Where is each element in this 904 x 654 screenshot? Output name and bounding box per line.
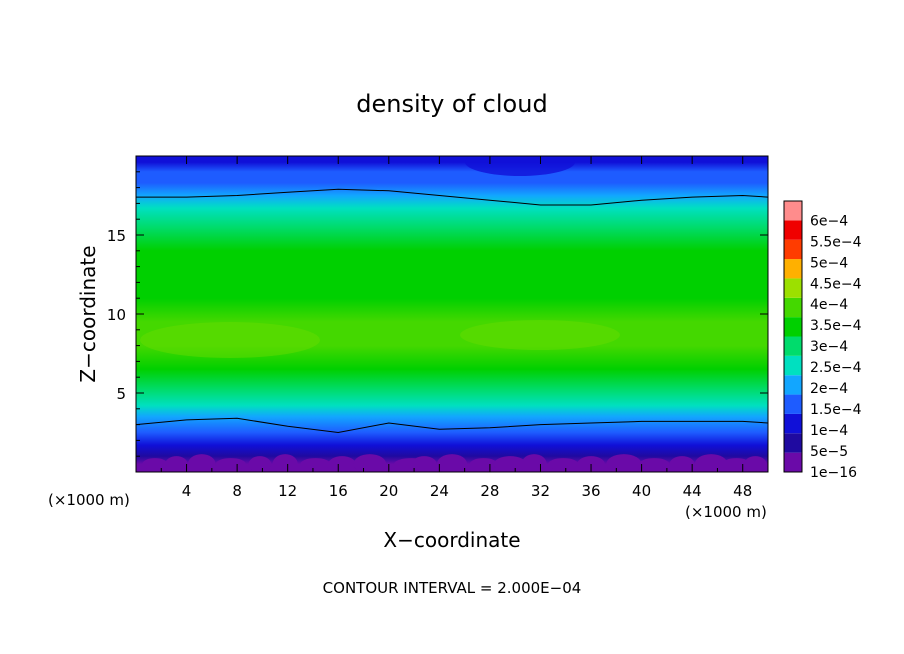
purple-blob xyxy=(639,458,670,471)
colorbar-swatch xyxy=(784,201,802,221)
purple-blob xyxy=(469,458,498,471)
colorbar: 1e−16 5e−5 1e−4 1.5e−4 2e−4 2.5e−4 3e−4 3.5e−4 4… xyxy=(783,200,862,481)
upper-dark-blob xyxy=(465,156,575,176)
purple-blob xyxy=(436,454,468,472)
purple-blob xyxy=(142,458,168,471)
contour-interval-footer: CONTOUR INTERVAL = 2.000E−04 xyxy=(323,579,582,597)
purple-blob xyxy=(248,456,272,472)
x-axis: 4 8 12 16 20 24 28 32 36 40 44 48 xyxy=(160,156,769,500)
x-tick-label: 40 xyxy=(632,482,651,500)
purple-blob xyxy=(744,456,767,472)
density-field xyxy=(136,156,768,472)
colorbar-swatch xyxy=(784,259,802,279)
x-tick-label: 28 xyxy=(480,482,499,500)
x-tick-label: 36 xyxy=(581,482,600,500)
colorbar-swatch xyxy=(784,413,802,434)
x-axis-label: X−coordinate xyxy=(383,528,520,552)
chart-title: density of cloud xyxy=(356,90,547,118)
colorbar-swatch xyxy=(784,355,802,376)
purple-blob xyxy=(669,456,695,472)
purple-blob xyxy=(272,454,298,472)
purple-blob xyxy=(353,454,387,472)
colorbar-label: 5.5e−4 xyxy=(810,234,862,250)
colorbar-label: 4e−4 xyxy=(810,297,848,313)
purple-blob xyxy=(187,454,216,472)
purple-blob xyxy=(165,456,188,472)
colorbar-swatch xyxy=(784,433,802,453)
colorbar-label: 2e−4 xyxy=(810,381,848,397)
contour-line-lower xyxy=(136,417,768,434)
purple-blob xyxy=(411,456,437,472)
colorbar-swatch xyxy=(784,375,802,395)
colorbar-label: 1.5e−4 xyxy=(810,402,862,418)
purple-blob xyxy=(722,458,751,471)
colorbar-frame xyxy=(783,200,803,473)
colorbar-label: 3.5e−4 xyxy=(810,318,862,334)
colorbar-swatch xyxy=(784,239,802,260)
x-tick-label: 48 xyxy=(733,482,752,500)
x-tick-label: 12 xyxy=(278,482,297,500)
x-unit-right: (×1000 m) xyxy=(685,503,767,521)
y-axis: 5 10 15 xyxy=(107,171,768,457)
x-tick-label: 32 xyxy=(531,482,550,500)
contour-line-upper xyxy=(136,188,768,206)
x-tick-label: 4 xyxy=(182,482,192,500)
colorbar-swatch xyxy=(784,317,802,337)
purple-blob xyxy=(300,458,331,471)
y-tick-label: 5 xyxy=(116,385,126,403)
colorbar-swatch xyxy=(784,297,802,318)
colorbar-label: 1e−16 xyxy=(810,465,857,481)
colorbar-label: 6e−4 xyxy=(810,213,848,229)
y-tick-label: 15 xyxy=(107,227,126,245)
x-tick-label: 24 xyxy=(430,482,449,500)
purple-blob xyxy=(521,454,547,472)
x-tick-label: 20 xyxy=(379,482,398,500)
plot-area xyxy=(136,156,768,472)
x-tick-label: 8 xyxy=(232,482,242,500)
colorbar-label: 1e−4 xyxy=(810,423,848,439)
x-unit-left: (×1000 m) xyxy=(48,491,130,509)
colorbar-swatch xyxy=(784,394,802,414)
y-axis-label: Z−coordinate xyxy=(76,245,100,382)
contour-lines xyxy=(136,188,768,434)
purple-blob xyxy=(215,458,246,471)
purple-blob xyxy=(606,454,642,472)
x-tick-label: 16 xyxy=(329,482,348,500)
colorbar-label: 5e−4 xyxy=(810,255,848,271)
colorbar-label: 2.5e−4 xyxy=(810,360,862,376)
colorbar-swatch xyxy=(784,220,802,240)
bottom-purple-blobs xyxy=(142,454,767,472)
colorbar-swatch xyxy=(784,452,802,472)
purple-blob xyxy=(694,454,728,472)
purple-blob xyxy=(493,456,527,472)
colorbar-label: 3e−4 xyxy=(810,339,848,355)
y-tick-label: 10 xyxy=(107,306,126,324)
core-max-region-left xyxy=(140,322,320,358)
colorbar-label: 5e−5 xyxy=(810,444,848,460)
colorbar-swatch xyxy=(784,278,802,298)
colorbar-swatch xyxy=(784,336,802,356)
core-max-region-right xyxy=(460,320,620,350)
x-tick-label: 44 xyxy=(683,482,702,500)
colorbar-label: 4.5e−4 xyxy=(810,276,862,292)
purple-blob xyxy=(548,458,579,471)
purple-blob xyxy=(328,456,356,472)
